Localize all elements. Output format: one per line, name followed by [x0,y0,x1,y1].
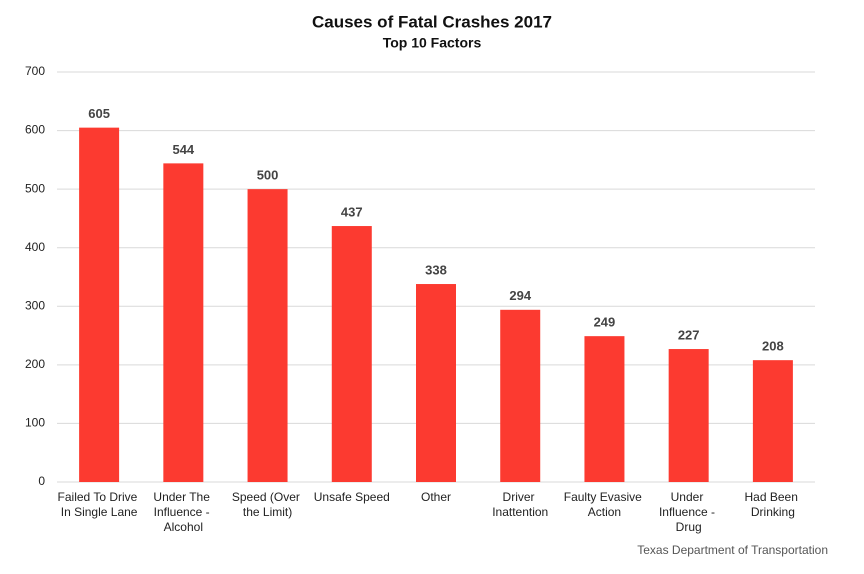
value-label: 605 [88,106,110,121]
y-tick-label: 600 [25,123,45,137]
x-tick-label: Under The Influence - Alcohol [153,490,213,534]
value-label: 249 [594,315,616,330]
value-label: 294 [509,288,531,303]
y-tick-label: 200 [25,357,45,371]
y-tick-label: 400 [25,240,45,254]
x-tick-label: Failed To Drive In Single Lane [58,490,141,519]
bar [500,309,541,482]
value-label: 208 [762,339,784,354]
value-label: 227 [678,327,700,342]
y-tick-label: 500 [25,181,45,195]
y-tick-label: 700 [25,64,45,78]
chart-title: Causes of Fatal Crashes 2017 [312,12,552,31]
source-note: Texas Department of Transportation [637,543,828,557]
x-tick-label: Unsafe Speed [314,490,390,504]
bar [584,336,625,482]
value-label: 338 [425,262,447,277]
bar [163,163,204,482]
bar [416,284,456,482]
x-tick-label: Driver Inattention [492,490,548,519]
bar [79,127,120,483]
y-tick-label: 300 [25,298,45,312]
bar [752,360,793,482]
x-tick-label: Other [421,490,451,504]
bar [668,349,709,482]
bar [247,189,288,482]
x-tick-label: Faulty Evasive Action [564,490,645,519]
chart-subtitle: Top 10 Factors [383,35,482,51]
bar [331,226,372,482]
y-tick-label: 0 [38,474,45,488]
value-label: 437 [341,204,363,219]
x-tick-label: Had Been Drinking [745,490,802,519]
x-tick-label: Speed (Over the Limit) [232,490,303,519]
value-label: 544 [172,142,194,157]
y-tick-label: 100 [25,416,45,430]
x-tick-label: Under Influence - Drug [659,490,718,534]
value-label: 500 [257,168,279,183]
